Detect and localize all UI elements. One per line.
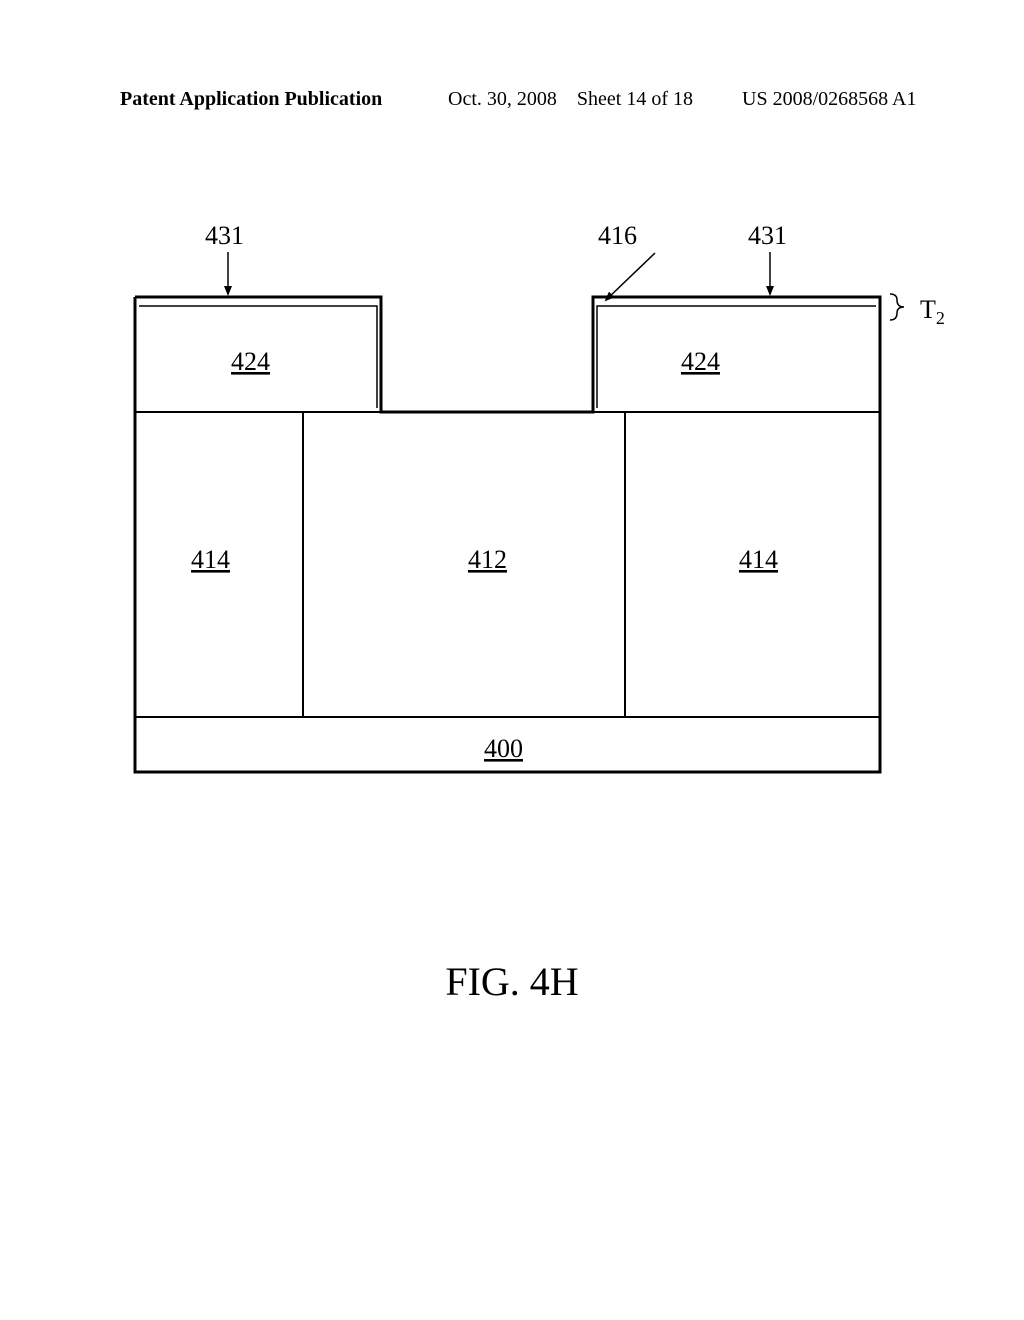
label-412: 412 [468,545,507,574]
figure-caption: FIG. 4H [0,958,1024,1005]
callout-416: 416 [598,221,655,300]
callout-431-right: 431 [748,221,787,294]
svg-text:431: 431 [748,221,787,250]
page: Patent Application Publication Oct. 30, … [0,0,1024,1320]
svg-text:416: 416 [598,221,637,250]
figure-diagram: T2 431 431 416 424 424 414 412 414 400 [0,0,1024,1320]
t2-annotation: T2 [890,294,945,328]
svg-text:431: 431 [205,221,244,250]
label-424-left: 424 [231,347,270,376]
t2-label: T2 [920,295,945,328]
label-414-left: 414 [191,545,230,574]
inner-line-right [597,306,876,408]
label-414-right: 414 [739,545,778,574]
label-424-right: 424 [681,347,720,376]
callout-431-left: 431 [205,221,244,294]
label-400: 400 [484,734,523,763]
